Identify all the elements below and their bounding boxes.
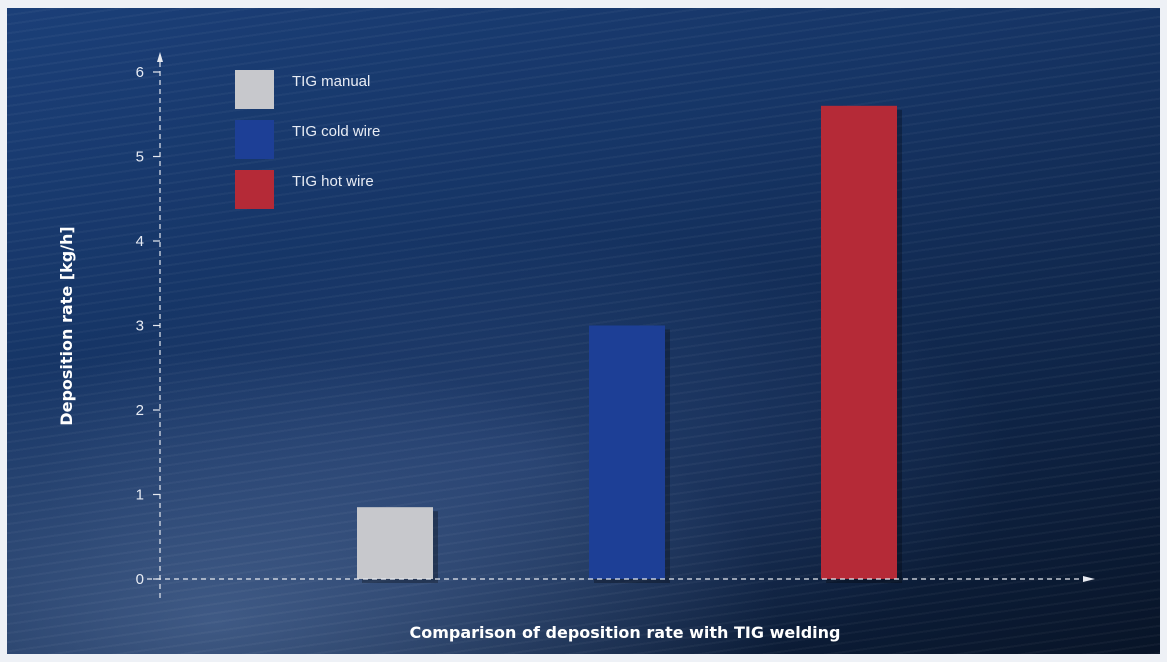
y-axis-title: Deposition rate [kg/h] xyxy=(57,226,76,425)
axes-group xyxy=(147,52,1095,598)
legend: TIG manual TIG cold wire TIG hot wire xyxy=(235,70,380,209)
y-tick-label: 1 xyxy=(136,487,144,504)
y-tick-label: 4 xyxy=(136,233,144,250)
y-tick-label: 2 xyxy=(136,402,144,419)
x-axis-arrow-icon xyxy=(1083,576,1095,582)
chart-panel: 0 1 2 3 4 5 6 TIG manual TIG cold wire TIG hot w… xyxy=(7,8,1160,654)
y-tick-label: 0 xyxy=(136,571,144,588)
bar-tig-cold-wire xyxy=(589,325,665,579)
bar-tig-manual xyxy=(357,507,433,579)
legend-swatch-tig-cold-wire xyxy=(235,120,274,159)
bars-group xyxy=(357,105,902,584)
legend-label-tig-manual: TIG manual xyxy=(292,73,370,90)
legend-label-tig-hot-wire: TIG hot wire xyxy=(292,173,374,190)
y-tick-label: 3 xyxy=(136,318,144,335)
legend-label-tig-cold-wire: TIG cold wire xyxy=(292,123,380,140)
y-ticks-group: 0 1 2 3 4 5 6 xyxy=(136,64,160,588)
x-axis-title: Comparison of deposition rate with TIG w… xyxy=(410,623,841,642)
legend-swatch-tig-manual xyxy=(235,70,274,109)
bar-chart: 0 1 2 3 4 5 6 TIG manual TIG cold wire TIG hot w… xyxy=(57,52,1095,642)
y-tick-label: 5 xyxy=(136,149,144,166)
y-tick-label: 6 xyxy=(136,64,144,81)
legend-swatch-tig-hot-wire xyxy=(235,170,274,209)
y-axis-arrow-icon xyxy=(157,52,163,62)
bar-tig-hot-wire xyxy=(821,105,897,580)
